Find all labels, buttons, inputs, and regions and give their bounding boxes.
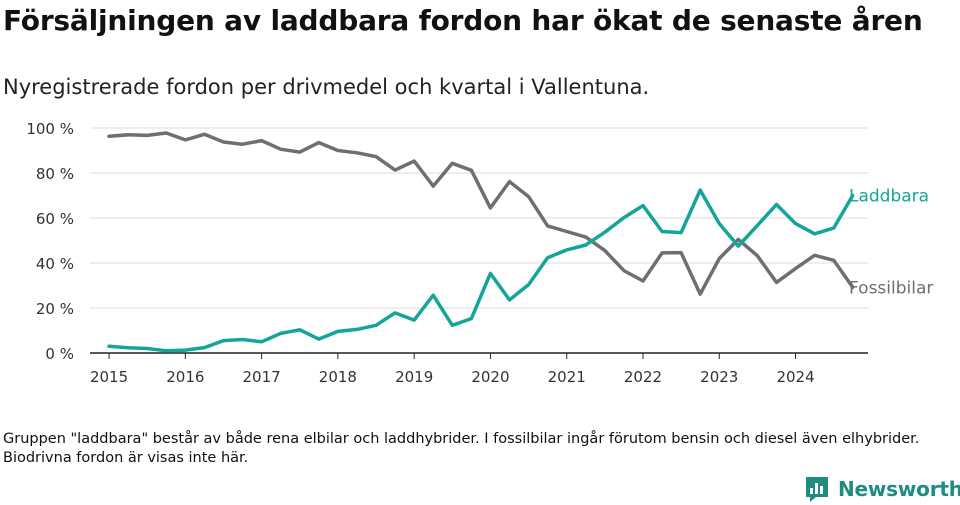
y-tick-label: 40 % bbox=[36, 255, 74, 273]
series-labels: Laddbara Fossilbilar bbox=[849, 187, 933, 299]
series-lines bbox=[107, 131, 855, 353]
chart-footnote: Gruppen "laddbara" består av både rena e… bbox=[3, 431, 920, 466]
chart-title: Försäljningen av laddbara fordon har öka… bbox=[3, 4, 923, 37]
x-tick-label: 2023 bbox=[700, 368, 738, 386]
y-tick-label: 60 % bbox=[36, 210, 74, 228]
y-tick-label: 20 % bbox=[36, 300, 74, 318]
newsworthy-logo-icon bbox=[806, 477, 828, 502]
chart-subtitle: Nyregistrerade fordon per drivmedel och … bbox=[3, 75, 650, 99]
y-tick-label: 100 % bbox=[26, 120, 74, 138]
axes: 0 % 20 % 40 % 60 % 80 % 100 % 2015 2016 2017 2018… bbox=[26, 120, 868, 386]
series-line-laddbara bbox=[107, 188, 855, 353]
brand-name: Newsworthy bbox=[838, 477, 960, 501]
series-label-fossilbilar: Fossilbilar bbox=[849, 278, 933, 298]
y-tick-label: 80 % bbox=[36, 165, 74, 183]
series-label-laddbara: Laddbara bbox=[849, 187, 929, 207]
x-tick-label: 2022 bbox=[624, 368, 662, 386]
newsworthy-brand[interactable]: Newsworthy bbox=[804, 474, 960, 504]
line-chart: 0 % 20 % 40 % 60 % 80 % 100 % 2015 2016 2017 2018… bbox=[26, 120, 933, 386]
x-tick-label: 2018 bbox=[319, 368, 357, 386]
x-tick-label: 2020 bbox=[471, 368, 509, 386]
x-tick-label: 2021 bbox=[548, 368, 586, 386]
y-tick-label: 0 % bbox=[45, 345, 74, 363]
x-tick-label: 2016 bbox=[166, 368, 204, 386]
series-line-fossilbilar bbox=[107, 131, 855, 296]
gridlines bbox=[90, 127, 868, 309]
x-tick-label: 2017 bbox=[243, 368, 281, 386]
x-tick-label: 2015 bbox=[90, 368, 128, 386]
x-tick-label: 2019 bbox=[395, 368, 433, 386]
x-tick-label: 2024 bbox=[776, 368, 814, 386]
